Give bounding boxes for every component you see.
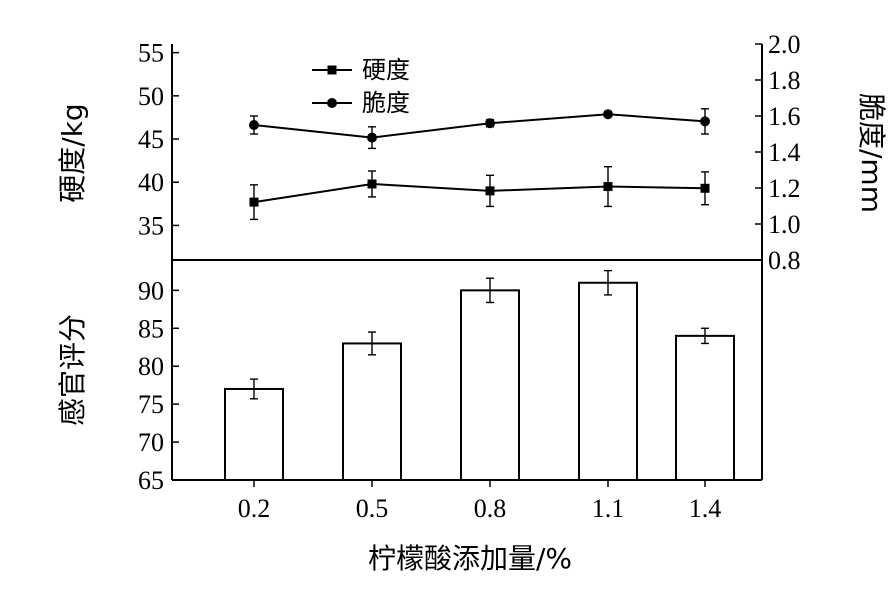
data-point-circle — [367, 132, 377, 143]
y-left-tick-label-top: 50 — [138, 82, 164, 111]
y-left-tick-label-bottom: 85 — [138, 314, 164, 343]
legend-label: 硬度 — [362, 56, 410, 84]
data-point-circle — [603, 109, 613, 120]
x-tick-label: 1.4 — [689, 494, 722, 523]
bottom-panel: 65 70 75 80 85 90 0.2 0.5 0.8 1.1 1.4 — [138, 269, 762, 523]
x-tick-label: 1.1 — [592, 494, 625, 523]
y-right-title-top: 脆度/mm — [855, 93, 888, 213]
x-tick-label: 0.8 — [474, 494, 507, 523]
bar — [224, 387, 284, 481]
data-point-square — [700, 183, 710, 193]
data-point-circle — [485, 118, 495, 129]
y-right-tick-label: 2.0 — [768, 30, 801, 59]
series-line-硬度 — [253, 182, 706, 204]
data-point-square — [485, 186, 495, 196]
data-point-circle — [700, 116, 710, 127]
legend-label: 脆度 — [362, 89, 410, 117]
x-tick-label: 0.5 — [356, 494, 389, 523]
y-left-title-top: 硬度/kg — [56, 103, 89, 202]
series-line-脆度 — [253, 113, 706, 139]
legend-marker-circle — [327, 98, 337, 108]
y-left-tick-label-bottom: 70 — [138, 428, 164, 457]
y-left-tick-label-top: 40 — [138, 168, 164, 197]
y-left-tick-label-bottom: 90 — [138, 276, 164, 305]
y-left-tick-label-bottom: 65 — [138, 466, 164, 495]
y-right-tick-label: 1.0 — [768, 210, 801, 239]
y-left-tick-label-top: 35 — [138, 211, 164, 240]
x-axis-title: 柠檬酸添加量/% — [368, 542, 572, 575]
bar — [342, 342, 402, 481]
bar — [578, 281, 638, 481]
y-right-tick-label: 1.2 — [768, 174, 801, 203]
y-right-tick-label: 0.8 — [768, 246, 801, 275]
y-right-tick-label: 1.6 — [768, 102, 801, 131]
legend-marker-square — [327, 65, 337, 75]
y-right-tick-label: 1.8 — [768, 66, 801, 95]
data-point-circle — [249, 120, 259, 130]
data-point-square — [367, 179, 377, 189]
y-left-tick-label-bottom: 80 — [138, 352, 164, 381]
y-right-tick-label: 1.4 — [768, 138, 801, 167]
bar — [460, 289, 520, 481]
y-left-tick-label-top: 55 — [138, 39, 164, 68]
y-left-tick-label-bottom: 75 — [138, 390, 164, 419]
data-point-square — [603, 182, 613, 192]
x-tick-label: 0.2 — [238, 494, 271, 523]
data-point-square — [249, 197, 259, 207]
bar — [675, 334, 735, 481]
y-left-title-bottom: 感官评分 — [56, 314, 89, 426]
y-left-tick-label-top: 45 — [138, 125, 164, 154]
